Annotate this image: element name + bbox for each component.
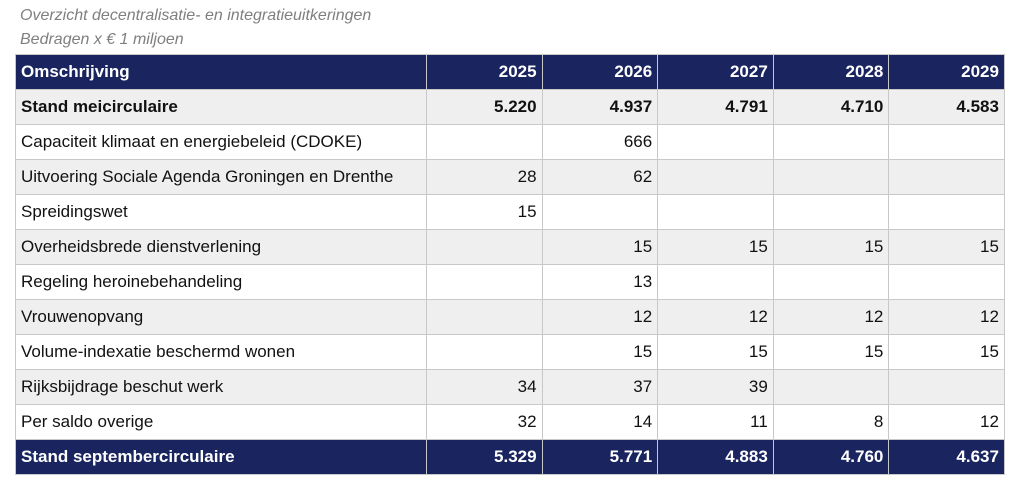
row-label: Volume-indexatie beschermd wonen <box>15 334 427 370</box>
table-row: Uitvoering Sociale Agenda Groningen en D… <box>15 159 1005 195</box>
cell-value: 11 <box>657 404 774 440</box>
total-row: Stand septembercirculaire 5.329 5.771 4.… <box>15 439 1005 475</box>
header-2026: 2026 <box>541 54 659 90</box>
header-row: Omschrijving 2025 2026 2027 2028 2029 <box>15 54 1005 90</box>
cell-value: 666 <box>541 124 659 160</box>
cell-value <box>657 264 774 300</box>
cell-value: 15 <box>426 194 543 230</box>
table-row: Volume-indexatie beschermd wonen 15 15 1… <box>15 334 1005 370</box>
row-label: Spreidingswet <box>15 194 427 230</box>
cell-value: 15 <box>657 334 774 370</box>
cell-value <box>888 194 1005 230</box>
cell-value: 15 <box>772 334 890 370</box>
cell-value <box>657 159 774 195</box>
table-row: Per saldo overige 32 14 11 8 12 <box>15 404 1005 440</box>
cell-value: 32 <box>426 404 543 440</box>
cell-value <box>772 264 890 300</box>
table-row: Overheidsbrede dienstverlening 15 15 15 … <box>15 229 1005 265</box>
cell-value: 34 <box>426 369 543 405</box>
cell-value: 15 <box>657 229 774 265</box>
cell-value <box>426 299 543 335</box>
row-label: Vrouwenopvang <box>15 299 427 335</box>
cell-value <box>426 124 543 160</box>
cell-value: 28 <box>426 159 543 195</box>
table-row: Vrouwenopvang 12 12 12 12 <box>15 299 1005 335</box>
table-title: Overzicht decentralisatie- en integratie… <box>20 7 372 24</box>
cell-value: 4.937 <box>541 89 659 125</box>
header-omschrijving: Omschrijving <box>15 54 427 90</box>
row-label: Overheidsbrede dienstverlening <box>15 229 427 265</box>
cell-value <box>888 264 1005 300</box>
total-label: Stand septembercirculaire <box>15 439 427 475</box>
cell-value <box>888 124 1005 160</box>
cell-value: 14 <box>541 404 659 440</box>
table-row: Capaciteit klimaat en energiebeleid (CDO… <box>15 124 1005 160</box>
cell-value: 12 <box>888 299 1005 335</box>
cell-value: 15 <box>541 334 659 370</box>
cell-value: 39 <box>657 369 774 405</box>
header-2025: 2025 <box>426 54 543 90</box>
cell-value: 5.220 <box>426 89 543 125</box>
row-label: Uitvoering Sociale Agenda Groningen en D… <box>15 159 427 195</box>
table-subtitle: Bedragen x € 1 miljoen <box>20 31 184 48</box>
total-value: 4.637 <box>888 439 1005 475</box>
cell-value: 62 <box>541 159 659 195</box>
cell-value: 12 <box>772 299 890 335</box>
cell-value: 12 <box>888 404 1005 440</box>
cell-value: 15 <box>888 229 1005 265</box>
row-label: Regeling heroinebehandeling <box>15 264 427 300</box>
cell-value: 4.710 <box>772 89 890 125</box>
cell-value: 12 <box>541 299 659 335</box>
table-row: Regeling heroinebehandeling 13 <box>15 264 1005 300</box>
uitkeringen-table: Omschrijving 2025 2026 2027 2028 2029 St… <box>15 54 1005 475</box>
table-row: Spreidingswet 15 <box>15 194 1005 230</box>
total-value: 5.329 <box>426 439 543 475</box>
cell-value <box>541 194 659 230</box>
header-2028: 2028 <box>772 54 890 90</box>
header-2027: 2027 <box>657 54 774 90</box>
cell-value <box>772 124 890 160</box>
cell-value <box>426 264 543 300</box>
table-row: Stand meicirculaire 5.220 4.937 4.791 4.… <box>15 89 1005 125</box>
cell-value: 13 <box>541 264 659 300</box>
row-label: Per saldo overige <box>15 404 427 440</box>
cell-value <box>426 334 543 370</box>
cell-value <box>657 124 774 160</box>
header-2029: 2029 <box>888 54 1005 90</box>
row-label: Stand meicirculaire <box>15 89 427 125</box>
cell-value: 8 <box>772 404 890 440</box>
total-value: 5.771 <box>541 439 659 475</box>
cell-value: 15 <box>888 334 1005 370</box>
row-label: Capaciteit klimaat en energiebeleid (CDO… <box>15 124 427 160</box>
cell-value <box>772 159 890 195</box>
total-value: 4.760 <box>772 439 890 475</box>
cell-value: 4.791 <box>657 89 774 125</box>
cell-value: 12 <box>657 299 774 335</box>
cell-value <box>772 194 890 230</box>
cell-value <box>888 369 1005 405</box>
cell-value: 37 <box>541 369 659 405</box>
cell-value <box>888 159 1005 195</box>
total-value: 4.883 <box>657 439 774 475</box>
cell-value: 15 <box>772 229 890 265</box>
cell-value: 4.583 <box>888 89 1005 125</box>
cell-value <box>772 369 890 405</box>
cell-value <box>657 194 774 230</box>
row-label: Rijksbijdrage beschut werk <box>15 369 427 405</box>
cell-value: 15 <box>541 229 659 265</box>
cell-value <box>426 229 543 265</box>
table-row: Rijksbijdrage beschut werk 34 37 39 <box>15 369 1005 405</box>
